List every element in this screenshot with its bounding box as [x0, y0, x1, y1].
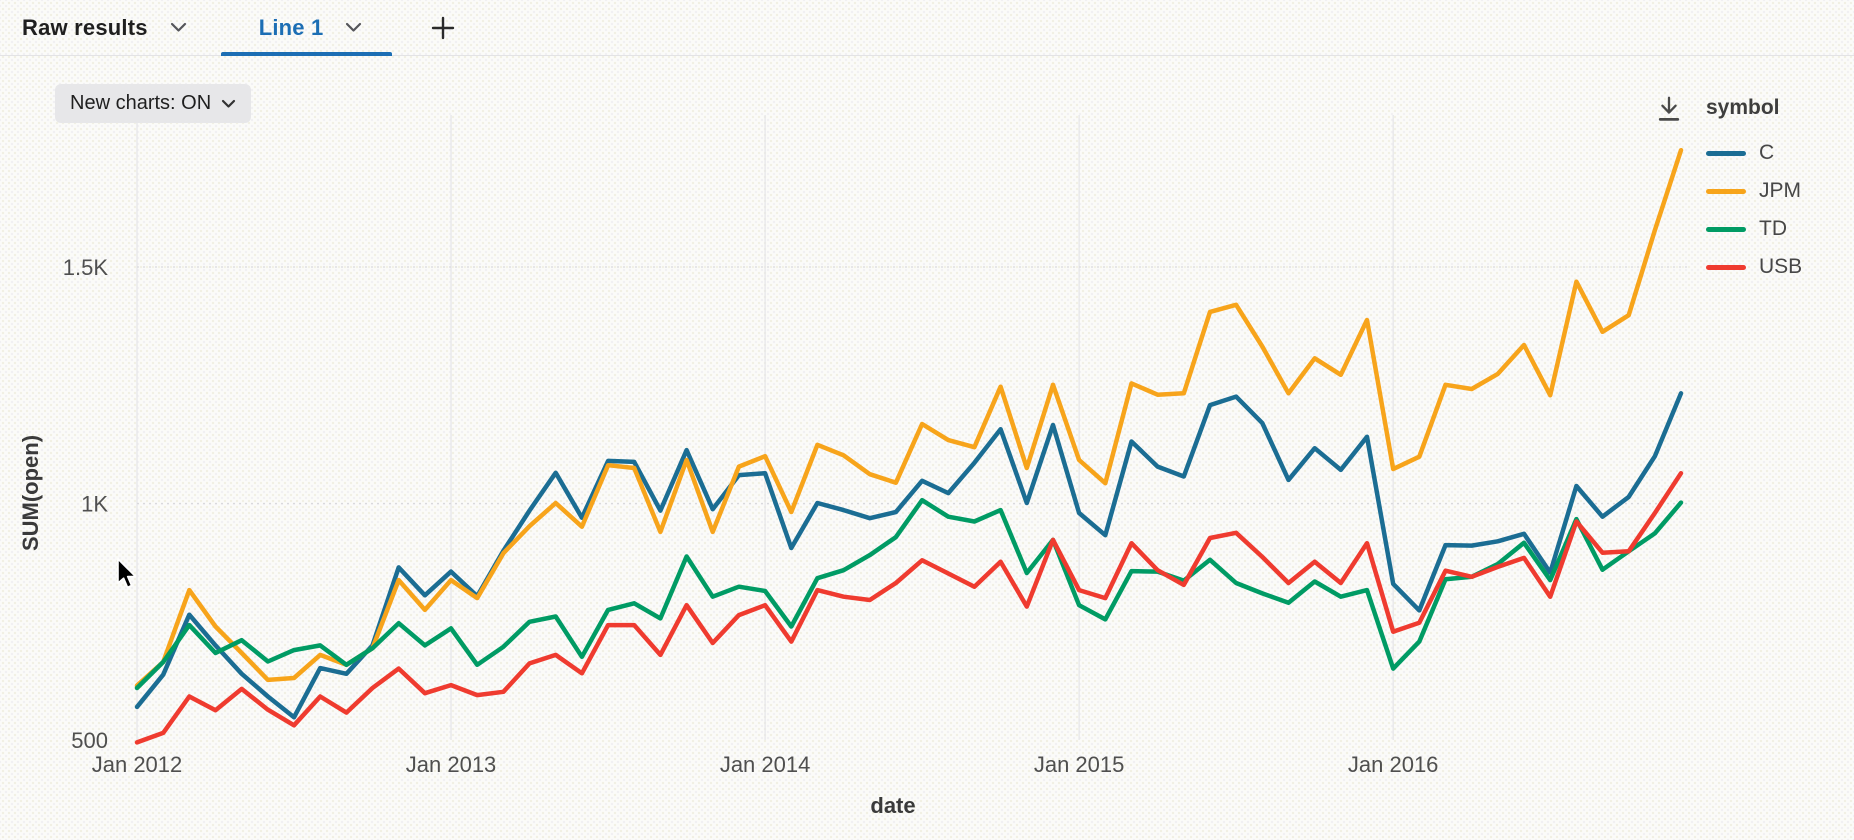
x-axis-title: date	[870, 793, 915, 818]
legend-swatch	[1706, 150, 1746, 156]
chevron-down-icon	[346, 22, 362, 32]
legend-swatch	[1706, 226, 1746, 232]
y-tick-label: 1K	[81, 492, 108, 517]
tab-raw-results[interactable]: Raw results	[22, 0, 201, 55]
series-line-td	[134, 497, 1684, 691]
y-tick-label: 500	[71, 728, 108, 753]
legend-item-usb[interactable]: USB	[1706, 248, 1802, 286]
x-tick-label: Jan 2014	[720, 752, 811, 777]
x-tick-label: Jan 2013	[406, 752, 497, 777]
series-line-jpm	[134, 147, 1684, 688]
download-chart-button[interactable]	[1648, 90, 1690, 132]
y-tick-label: 1.5K	[63, 255, 109, 280]
legend-title: symbol	[1706, 96, 1780, 119]
legend-label: USB	[1759, 255, 1803, 278]
download-icon	[1658, 96, 1680, 121]
plus-icon	[432, 16, 455, 39]
tab-bar: Raw results Line 1	[0, 0, 1854, 56]
legend-label: JPM	[1759, 179, 1801, 202]
chart-legend: symbol C JPM TD USB	[1706, 96, 1802, 286]
mouse-cursor	[117, 558, 137, 589]
add-chart-tab-button[interactable]	[424, 9, 462, 47]
legend-item-td[interactable]: TD	[1706, 210, 1802, 248]
series-line-usb	[134, 470, 1684, 745]
legend-item-c[interactable]: C	[1706, 134, 1802, 172]
legend-item-jpm[interactable]: JPM	[1706, 172, 1802, 210]
chevron-down-icon	[170, 22, 186, 32]
tab-line-1-label: Line 1	[258, 14, 324, 40]
x-tick-label: Jan 2015	[1034, 752, 1125, 777]
series-line-c	[134, 391, 1684, 720]
legend-label: C	[1759, 141, 1775, 164]
chevron-down-icon	[222, 99, 236, 108]
legend-swatch	[1706, 264, 1746, 270]
new-charts-toggle-label: New charts: ON	[70, 92, 212, 114]
legend-swatch	[1706, 188, 1746, 194]
y-axis-title: SUM(open)	[18, 435, 43, 551]
x-tick-label: Jan 2016	[1348, 752, 1439, 777]
x-tick-label: Jan 2012	[92, 752, 183, 777]
tab-raw-results-label: Raw results	[22, 14, 148, 40]
new-charts-toggle[interactable]: New charts: ON	[55, 84, 252, 123]
legend-label: TD	[1759, 217, 1787, 240]
tab-line-1[interactable]: Line 1	[220, 0, 393, 56]
